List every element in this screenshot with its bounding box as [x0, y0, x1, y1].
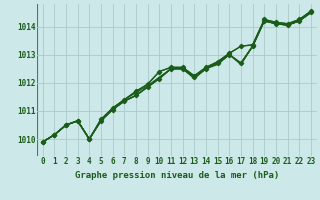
X-axis label: Graphe pression niveau de la mer (hPa): Graphe pression niveau de la mer (hPa) — [75, 171, 279, 180]
